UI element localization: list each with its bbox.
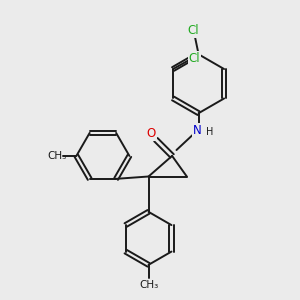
Text: Cl: Cl: [188, 24, 199, 37]
Text: N: N: [193, 124, 202, 137]
Text: H: H: [206, 127, 214, 137]
Text: O: O: [147, 127, 156, 140]
Text: CH₃: CH₃: [139, 280, 158, 290]
Text: CH₃: CH₃: [48, 151, 67, 161]
Text: Cl: Cl: [188, 52, 200, 65]
